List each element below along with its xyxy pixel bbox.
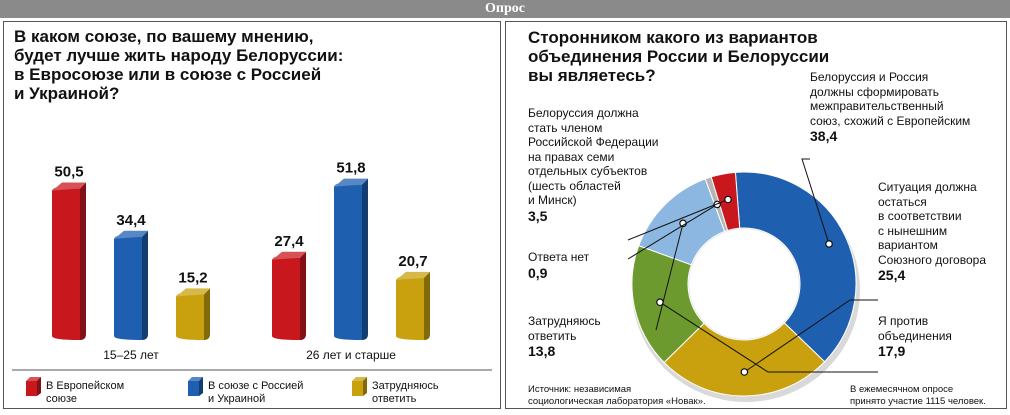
legend-label: Затрудняюсь ответить <box>372 380 439 406</box>
bar-chart-panel: В каком союзе, по вашему мнению, будет лу… <box>3 21 501 409</box>
leader-line <box>627 203 718 260</box>
leader-dot <box>724 195 732 204</box>
slice-label: Белоруссия и Россия должны сформировать ме… <box>810 70 995 145</box>
category-label: 26 лет и старше <box>306 348 396 362</box>
donut-title-line: вы являетесь? <box>528 66 656 85</box>
bar-title-line: будет лучше жить народу Белоруссии: <box>14 46 344 65</box>
legend-swatch <box>188 377 203 396</box>
legend-label-line: В Европейском <box>46 380 125 392</box>
leader-line <box>744 299 878 373</box>
legend-swatch <box>26 377 41 396</box>
bar-title-line: в Евросоюзе или в союзе с Россией <box>14 65 322 84</box>
slice-value: 3,5 <box>528 207 548 224</box>
donut-title-line: объединения России и Белоруссии <box>528 47 830 66</box>
slice-label-line: Я против <box>878 314 929 328</box>
bar <box>396 271 430 340</box>
donut-chart-title: Сторонником какого из вариантов объединен… <box>528 28 829 85</box>
slice-label-line: стать членом <box>528 120 603 135</box>
source-line: Источник: независимая <box>528 384 632 395</box>
bar-value-label: 15,2 <box>178 269 207 286</box>
leader-line <box>801 158 830 245</box>
slice-label-line: Союзного договора <box>878 252 986 267</box>
slice-label: Затрудняюсь ответить 13,8 <box>528 314 658 360</box>
slice-label-line: должны сформировать <box>810 84 939 99</box>
slice-label-line: Затрудняюсь <box>528 314 601 328</box>
slice-label-line: остаться <box>878 194 927 209</box>
bar <box>272 251 306 340</box>
legend-label: В Европейском союзе <box>46 380 124 406</box>
section-header: Опрос <box>0 0 1010 18</box>
slice-label-line: межправительственный <box>810 99 944 113</box>
slice-label-line: в соответствии <box>878 209 962 223</box>
slice-value: 13,8 <box>528 343 556 359</box>
leader-line <box>627 199 729 241</box>
slice-value: 25,4 <box>878 267 906 283</box>
legend-label-line: союзе <box>46 393 78 405</box>
bar-value-label: 27,4 <box>274 233 304 250</box>
leader-dot <box>825 240 833 248</box>
leader-line <box>659 301 878 373</box>
note-line: В ежемесячном опросе <box>850 384 954 395</box>
bar <box>52 182 86 340</box>
slice-label-line: Российской Федерации <box>528 135 659 149</box>
legend-swatch <box>352 377 367 396</box>
legend-label: В союзе с Россией и Украиной <box>208 380 303 406</box>
slice-value: 17,9 <box>878 343 906 359</box>
slice-value: 0,9 <box>528 264 548 281</box>
slice-label-line: вариантом <box>878 238 938 252</box>
bar-chart-title: В каком союзе, по вашему мнению, будет лу… <box>14 27 343 103</box>
donut-slice <box>734 171 857 363</box>
leader-line <box>655 223 684 331</box>
legend-label-line: и Украиной <box>208 393 266 405</box>
bar-title-line: и Украиной? <box>14 84 120 103</box>
category-label: 15–25 лет <box>103 348 159 362</box>
donut-title-line: Сторонником какого из вариантов <box>528 28 818 47</box>
slice-label: Белоруссия должна стать членом Российской … <box>528 106 668 225</box>
slice-label-line: Ответа нет <box>528 250 590 264</box>
donut-chart-panel: Сторонником какого из вариантов объединен… <box>505 21 1007 409</box>
slice-label: Я против объединения 17,9 <box>878 314 998 360</box>
note-line: принято участие 1115 человек. <box>850 395 986 407</box>
slice-label: Ответа нет 0,9 <box>528 250 648 282</box>
legend-label-line: ответить <box>372 393 417 405</box>
bar <box>114 230 148 340</box>
slice-label-line: Ситуация должна <box>878 180 977 194</box>
slice-label-line: на правах семи <box>528 149 615 164</box>
slice-label-line: Белоруссия и Россия <box>810 70 929 84</box>
bar <box>176 288 210 340</box>
slice-value: 38,4 <box>810 128 838 144</box>
slice-label-line: (шесть областей <box>528 178 621 193</box>
slice-label-line: отдельных субъектов <box>528 164 648 178</box>
survey-note: В ежемесячном опросе принято участие 1115… <box>850 384 986 407</box>
bar-value-label: 34,4 <box>116 212 146 229</box>
bar-value-label: 20,7 <box>398 253 427 270</box>
donut-chart <box>627 158 878 402</box>
slice-label-line: ответить <box>528 328 577 343</box>
slice-label: Ситуация должна остаться в соответствии с н… <box>878 180 998 284</box>
slice-label-line: и Минск) <box>528 193 577 207</box>
legend-label-line: Затрудняюсь <box>372 380 439 392</box>
bar-value-label: 50,5 <box>54 164 83 181</box>
slice-label-line: с нынешним <box>878 223 948 238</box>
bar-title-line: В каком союзе, по вашему мнению, <box>14 27 314 46</box>
donut-slice <box>663 322 826 397</box>
source-note: Источник: независимая социологическая лаб… <box>528 384 706 407</box>
legend-label-line: В союзе с Россией <box>208 380 304 392</box>
leader-dot <box>740 368 749 376</box>
bar-value-label: 51,8 <box>336 160 365 177</box>
donut-hole <box>689 229 799 339</box>
slice-label-line: союз, схожий с Европейским <box>810 113 971 128</box>
bar <box>334 178 368 340</box>
slice-label-line: Белоруссия должна <box>528 106 639 120</box>
slice-label-line: объединения <box>878 328 952 343</box>
bar-chart: 50,5 27,4 34,4 51,8 15,2 20,7 15–25 лет 26 лет … <box>12 160 492 396</box>
source-line: социологическая лаборатория «Новак». <box>528 395 706 407</box>
